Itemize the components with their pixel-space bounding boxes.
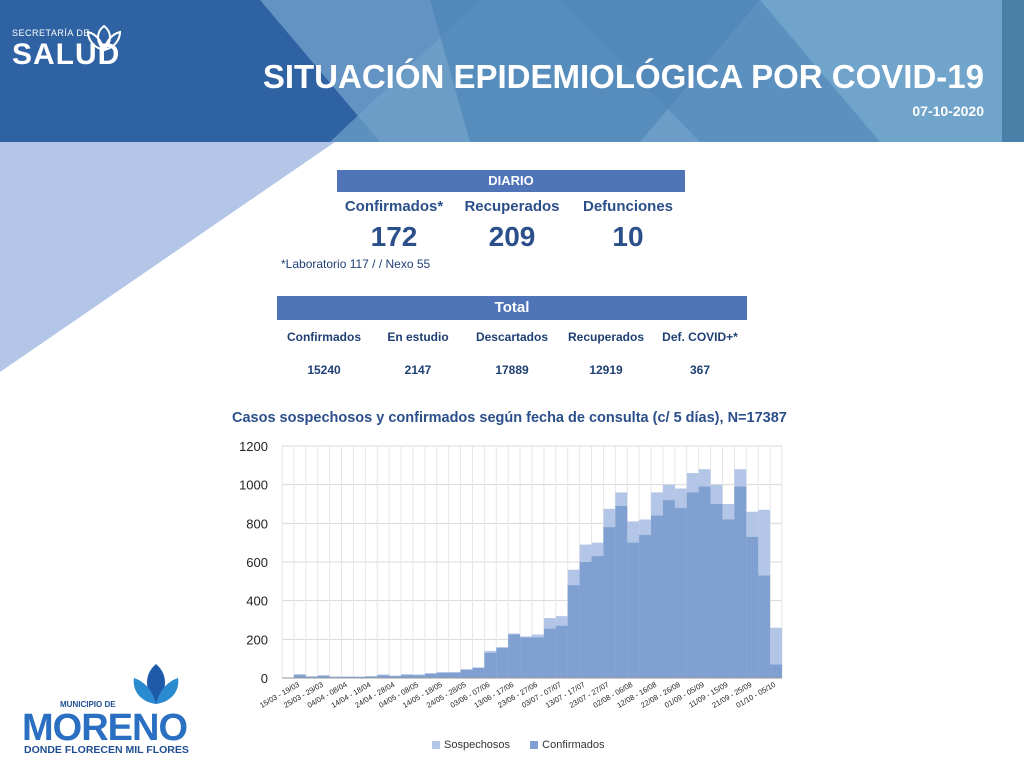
bar-confirmed xyxy=(686,492,699,678)
bar-confirmed xyxy=(377,675,390,678)
decorative-triangle xyxy=(0,142,335,372)
bar-confirmed xyxy=(424,673,437,678)
daily-label: Recuperados xyxy=(464,198,560,215)
bar-confirmed xyxy=(448,672,461,678)
daily-confirmed: Confirmados* 172 xyxy=(340,198,448,253)
daily-label: Defunciones xyxy=(582,198,673,215)
bar-confirmed xyxy=(651,515,663,678)
total-confirmed: Confirmados 15240 xyxy=(277,330,371,377)
moreno-tagline: DONDE FLORECEN MIL FLORES xyxy=(24,744,189,756)
bar-confirmed xyxy=(436,672,449,678)
total-value: 17889 xyxy=(495,363,529,377)
bar-confirmed xyxy=(472,667,485,678)
bar-confirmed xyxy=(627,542,640,678)
bar-confirmed xyxy=(496,648,509,678)
y-tick-label: 400 xyxy=(246,594,268,609)
daily-deaths: Defunciones 10 xyxy=(576,198,680,253)
y-tick-label: 600 xyxy=(246,555,268,570)
legend-swatch-confirmed xyxy=(530,741,539,750)
bar-confirmed xyxy=(293,675,306,678)
bar-confirmed xyxy=(734,486,747,678)
bar-confirmed xyxy=(662,500,675,678)
total-recovered: Recuperados 12919 xyxy=(559,330,653,377)
bar-confirmed xyxy=(389,676,402,678)
total-value: 367 xyxy=(689,363,711,377)
bar-confirmed xyxy=(746,536,759,678)
legend-swatch-suspected xyxy=(432,741,440,750)
total-value: 2147 xyxy=(404,363,432,377)
bar-confirmed xyxy=(710,504,723,678)
daily-value: 172 xyxy=(370,221,418,252)
moreno-municipio: MUNICIPIO DE xyxy=(60,700,116,709)
bar-confirmed xyxy=(365,676,378,678)
bar-confirmed xyxy=(722,519,735,678)
daily-value: 209 xyxy=(488,221,536,252)
bar-confirmed xyxy=(591,556,604,678)
y-tick-label: 1200 xyxy=(239,439,268,454)
bar-confirmed xyxy=(603,527,616,678)
salud-logo: SECRETARÍA DE SALUD xyxy=(12,24,122,70)
legend-label-suspected: Sospechosos xyxy=(444,739,511,752)
moreno-flower-icon xyxy=(133,664,179,704)
bar-confirmed xyxy=(317,676,330,678)
daily-recovered: Recuperados 209 xyxy=(458,198,566,253)
bar-confirmed xyxy=(639,534,652,678)
bar-confirmed xyxy=(555,625,568,678)
bar-confirmed xyxy=(698,486,711,678)
bar-confirmed xyxy=(758,575,771,678)
bar-confirmed xyxy=(508,634,521,678)
bar-confirmed xyxy=(412,675,425,678)
bar-confirmed xyxy=(532,637,544,678)
total-deaths: Def. COVID+* 367 xyxy=(653,330,747,377)
total-label: Descartados xyxy=(475,330,549,344)
lotus-icon xyxy=(86,24,122,52)
bar-confirmed xyxy=(460,669,473,678)
bar-confirmed xyxy=(770,664,782,678)
logo-org-small: SECRETARÍA DE xyxy=(12,28,90,38)
chart-legend: Sospechosos Confirmados xyxy=(432,739,605,751)
total-value: 12919 xyxy=(589,363,623,377)
bar-confirmed xyxy=(543,628,556,678)
page-title: SITUACIÓN EPIDEMIOLÓGICA POR COVID-19 xyxy=(262,58,984,95)
total-in-study: En estudio 2147 xyxy=(371,330,465,377)
total-discarded: Descartados 17889 xyxy=(465,330,559,377)
total-label: En estudio xyxy=(387,330,449,344)
moreno-name: MORENO xyxy=(22,707,188,749)
report-date: 07-10-2020 xyxy=(912,103,984,119)
daily-label: Confirmados* xyxy=(344,198,444,215)
bar-confirmed xyxy=(567,585,580,678)
bar-confirmed xyxy=(615,505,628,678)
bar-confirmed xyxy=(579,562,592,678)
total-value: 15240 xyxy=(307,363,341,377)
bar-confirmed xyxy=(520,637,532,678)
bar-confirmed xyxy=(674,507,687,678)
total-label: Confirmados xyxy=(286,330,361,344)
bar-suspected xyxy=(770,627,782,678)
total-header: Total xyxy=(277,296,747,320)
y-tick-label: 1000 xyxy=(239,478,268,493)
bar-confirmed xyxy=(484,652,497,678)
daily-footnote: *Laboratorio 117 / / Nexo 55 xyxy=(281,257,431,271)
total-label: Recuperados xyxy=(567,330,645,344)
header-banner xyxy=(0,0,1024,142)
bar-confirmed xyxy=(401,675,413,678)
total-label: Def. COVID+* xyxy=(662,330,738,344)
bar-suspected xyxy=(305,676,318,678)
daily-value: 10 xyxy=(612,221,644,252)
y-tick-label: 200 xyxy=(246,632,268,647)
daily-header: DIARIO xyxy=(337,170,685,192)
chart-title: Casos sospechosos y confirmados según fe… xyxy=(232,410,787,426)
legend-label-confirmed: Confirmados xyxy=(542,739,605,752)
y-tick-label: 800 xyxy=(246,516,268,531)
y-tick-label: 0 xyxy=(261,671,268,686)
